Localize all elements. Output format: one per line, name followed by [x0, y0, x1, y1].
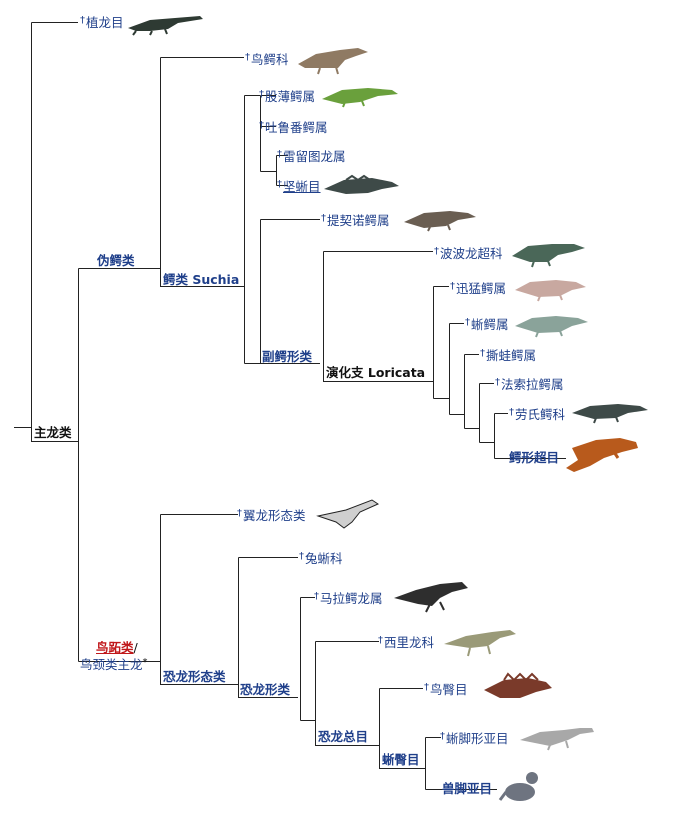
- rauisuchus-node: [464, 354, 479, 429]
- taxon-aetosauria[interactable]: †坚蜥目: [277, 179, 321, 194]
- clade-paracrocodylomorpha[interactable]: 副鳄形类: [262, 349, 313, 364]
- gracilisuchus-group: [260, 95, 276, 172]
- clade-dinosauromorpha[interactable]: 恐龙形态类: [163, 669, 226, 684]
- taxon-marasuchus[interactable]: †马拉鳄龙属: [314, 591, 383, 606]
- illustration-gracilisuchus: [322, 88, 398, 108]
- clade-suchia[interactable]: 鳄类 Suchia: [163, 272, 240, 287]
- taxon-fasolasuchus[interactable]: †法索拉鳄属: [495, 377, 564, 392]
- dinosauromorpha-node: [238, 557, 298, 698]
- label-underlines: [31, 268, 566, 790]
- fasolasuchus-node: [479, 383, 494, 443]
- taxon-gracilisuchus[interactable]: †股薄鳄属: [259, 89, 316, 104]
- avemetatarsalia-node: [160, 514, 238, 685]
- pseudosuchia-node: [160, 57, 244, 287]
- taxon-revueltosaurus[interactable]: †雷留图龙属: [277, 149, 346, 164]
- taxon-turfanosuchus[interactable]: †吐鲁番鳄属: [259, 120, 328, 135]
- archosauria-branch: [78, 268, 160, 662]
- taxon-saurosuchus[interactable]: †蜥鳄属: [465, 317, 509, 332]
- dinosauriformes-node: [300, 597, 315, 721]
- clade-archosauria: 主龙类: [34, 425, 72, 440]
- taxon-rauisuchus[interactable]: †撕蛙鳄属: [480, 348, 537, 363]
- taxon-crocodylomorpha[interactable]: 鳄形超目: [509, 450, 560, 465]
- illustration-crocodile: [566, 438, 638, 472]
- taxon-ornithischia[interactable]: †鸟臀目: [424, 682, 468, 697]
- clade-avemetatarsalia[interactable]: 鸟跖类/: [96, 640, 138, 655]
- illustration-ornithischian: [484, 672, 552, 698]
- taxon-ticinosuchus[interactable]: †提契诺鳄属: [321, 213, 390, 228]
- taxon-theropoda[interactable]: 兽脚亚目: [442, 781, 493, 796]
- clade-dinosauria[interactable]: 恐龙总目: [318, 729, 369, 744]
- archosauria-node: [31, 22, 78, 442]
- illustration-pterosaur: [316, 499, 380, 529]
- taxon-poposauroidea[interactable]: †波波龙超科: [434, 246, 503, 261]
- saurosuchus-node: [449, 323, 464, 415]
- taxon-rauisuchidae[interactable]: †劳氏鳄科: [509, 407, 566, 422]
- illustration-saurosuchus: [515, 316, 588, 338]
- illustration-sauropodomorph: [520, 728, 594, 751]
- saurischia-node: [425, 737, 441, 790]
- clade-loricata: 演化支 Loricata: [326, 365, 426, 380]
- illustration-silesaur: [444, 630, 516, 657]
- illustration-prestosuchus: [515, 280, 586, 302]
- illustration-pigeon: [498, 772, 538, 801]
- illustration-aetosaur: [324, 174, 399, 194]
- taxon-phytosauria[interactable]: †植龙目: [80, 15, 124, 30]
- illustration-poposaurid: [512, 244, 585, 268]
- clade-saurischia[interactable]: 蜥臀目: [382, 752, 420, 767]
- taxon-ornithosuchidae[interactable]: †鸟鳄科: [245, 52, 289, 67]
- illustration-ornithosuchid: [298, 48, 368, 75]
- illustration-ticinosuchus: [404, 211, 476, 232]
- rauisuchidae-node: [494, 413, 508, 459]
- taxon-pterosauromorpha[interactable]: †翼龙形态类: [237, 508, 306, 523]
- taxon-sauropodomorpha[interactable]: †蜥脚形亚目: [440, 731, 509, 746]
- illustration-marasuchus: [394, 582, 468, 613]
- clade-pseudosuchia[interactable]: 伪鳄类: [97, 253, 135, 268]
- illustration-rauisuchid: [572, 404, 648, 424]
- illustration-phytosaur: [128, 16, 203, 36]
- taxon-prestosuchus[interactable]: †迅猛鳄属: [450, 281, 507, 296]
- loricata-node: [323, 251, 433, 382]
- aetosauria-group: [276, 155, 288, 186]
- loricata-inner: [433, 286, 449, 399]
- suchia-node: [244, 95, 260, 364]
- paracrocodylomorpha-node: [260, 219, 320, 364]
- clade-dinosauriformes[interactable]: 恐龙形类: [240, 682, 291, 697]
- clade-ornithodira[interactable]: 鸟颈类主龙*: [80, 657, 148, 672]
- taxon-silesauridae[interactable]: †西里龙科: [378, 635, 435, 650]
- taxon-lagerpetidae[interactable]: †兔蜥科: [299, 551, 343, 566]
